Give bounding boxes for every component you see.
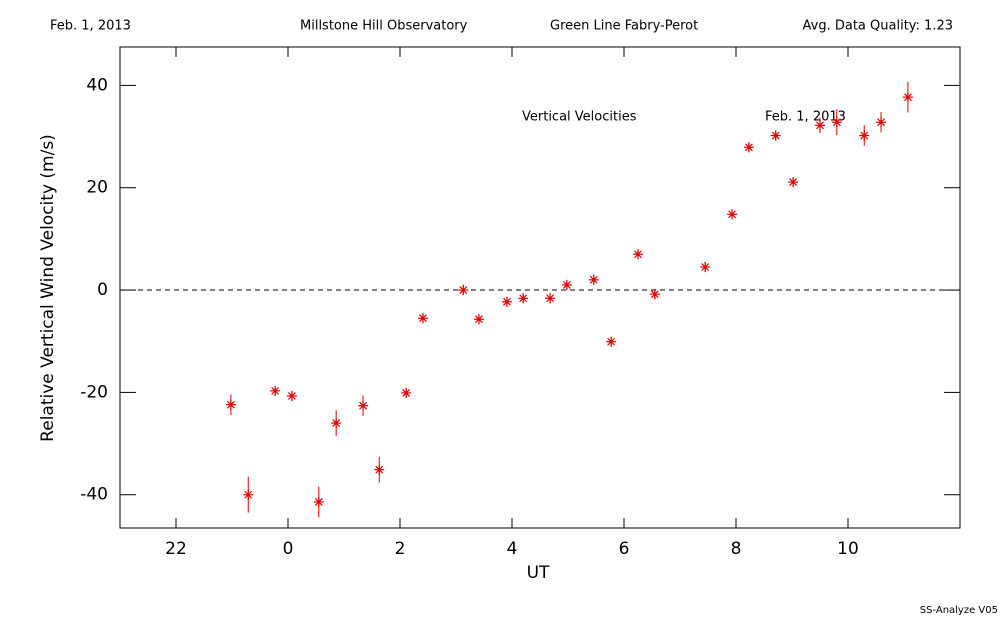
x-tick-label: 6	[619, 539, 630, 559]
x-tick-label: 22	[165, 539, 187, 559]
x-axis-label: UT	[527, 563, 550, 583]
x-tick-label: 10	[837, 539, 859, 559]
point	[743, 142, 754, 153]
asterisk-stroke	[589, 275, 598, 284]
point	[518, 293, 529, 304]
asterisk-stroke	[244, 490, 253, 499]
x-tick-label: 4	[507, 539, 518, 559]
header-instrument: Green Line Fabry-Perot	[550, 19, 698, 34]
asterisk-stroke	[816, 121, 824, 130]
asterisk-stroke	[287, 392, 296, 400]
asterisk-stroke	[519, 294, 528, 303]
asterisk-stroke	[475, 315, 483, 324]
x-tick-label: 2	[395, 539, 406, 559]
asterisk-stroke	[607, 337, 616, 346]
footer: SS-Analyze V05	[920, 605, 998, 616]
asterisk-stroke	[860, 131, 869, 140]
y-tick-label: 0	[97, 280, 108, 300]
asterisk-stroke	[419, 314, 427, 323]
header-date: Feb. 1, 2013	[50, 19, 131, 34]
annotation: Vertical Velocities	[522, 110, 637, 125]
asterisk-stroke	[375, 465, 384, 474]
point	[700, 262, 711, 273]
y-tick-label: 20	[86, 178, 108, 198]
point	[859, 130, 870, 141]
point	[374, 464, 385, 475]
asterisk-stroke	[832, 118, 841, 127]
header-observatory: Millstone Hill Observatory	[300, 19, 468, 34]
point	[649, 289, 660, 300]
point	[286, 390, 297, 401]
asterisk-stroke	[402, 388, 411, 397]
x-tick-label: 8	[731, 539, 742, 559]
point	[770, 130, 781, 141]
point	[606, 336, 617, 347]
point	[561, 279, 572, 290]
asterisk-stroke	[771, 131, 780, 140]
asterisk-stroke	[728, 210, 737, 219]
point	[401, 387, 412, 398]
point	[876, 117, 887, 128]
asterisk-stroke	[226, 400, 235, 409]
asterisk-stroke	[701, 263, 710, 271]
asterisk-stroke	[650, 290, 659, 299]
y-tick-label: -40	[80, 485, 108, 505]
asterisk-stroke	[562, 281, 571, 289]
asterisk-stroke	[903, 93, 912, 102]
point	[243, 489, 254, 500]
point	[313, 496, 324, 507]
asterisk-stroke	[744, 143, 753, 152]
point	[727, 209, 738, 220]
asterisk-stroke	[634, 250, 642, 259]
asterisk-stroke	[459, 286, 468, 294]
asterisk-stroke	[789, 178, 798, 187]
asterisk-stroke	[271, 386, 280, 395]
point	[501, 296, 512, 307]
point	[588, 274, 599, 285]
y-axis-label: Relative Vertical Wind Velocity (m/s)	[38, 134, 58, 442]
point	[815, 120, 825, 131]
asterisk-stroke	[359, 401, 367, 410]
point	[633, 249, 643, 260]
asterisk-stroke	[332, 419, 341, 428]
point	[473, 314, 484, 325]
y-tick-label: 40	[86, 75, 108, 95]
x-tick-label: 0	[283, 539, 294, 559]
asterisk-stroke	[503, 297, 511, 306]
point	[225, 399, 236, 410]
header-quality: Avg. Data Quality: 1.23	[803, 19, 953, 34]
annotation: Feb. 1, 2013	[765, 110, 846, 125]
point	[902, 92, 913, 103]
point	[331, 418, 342, 429]
asterisk-stroke	[877, 118, 885, 127]
plot-frame	[119, 46, 961, 529]
point	[458, 285, 469, 296]
asterisk-stroke	[546, 294, 555, 303]
asterisk-stroke	[314, 497, 323, 506]
point	[358, 400, 369, 411]
y-tick-label: -20	[80, 382, 108, 402]
point	[417, 313, 428, 324]
point	[545, 293, 556, 304]
point	[831, 117, 842, 128]
point	[270, 385, 281, 396]
point	[788, 177, 799, 188]
